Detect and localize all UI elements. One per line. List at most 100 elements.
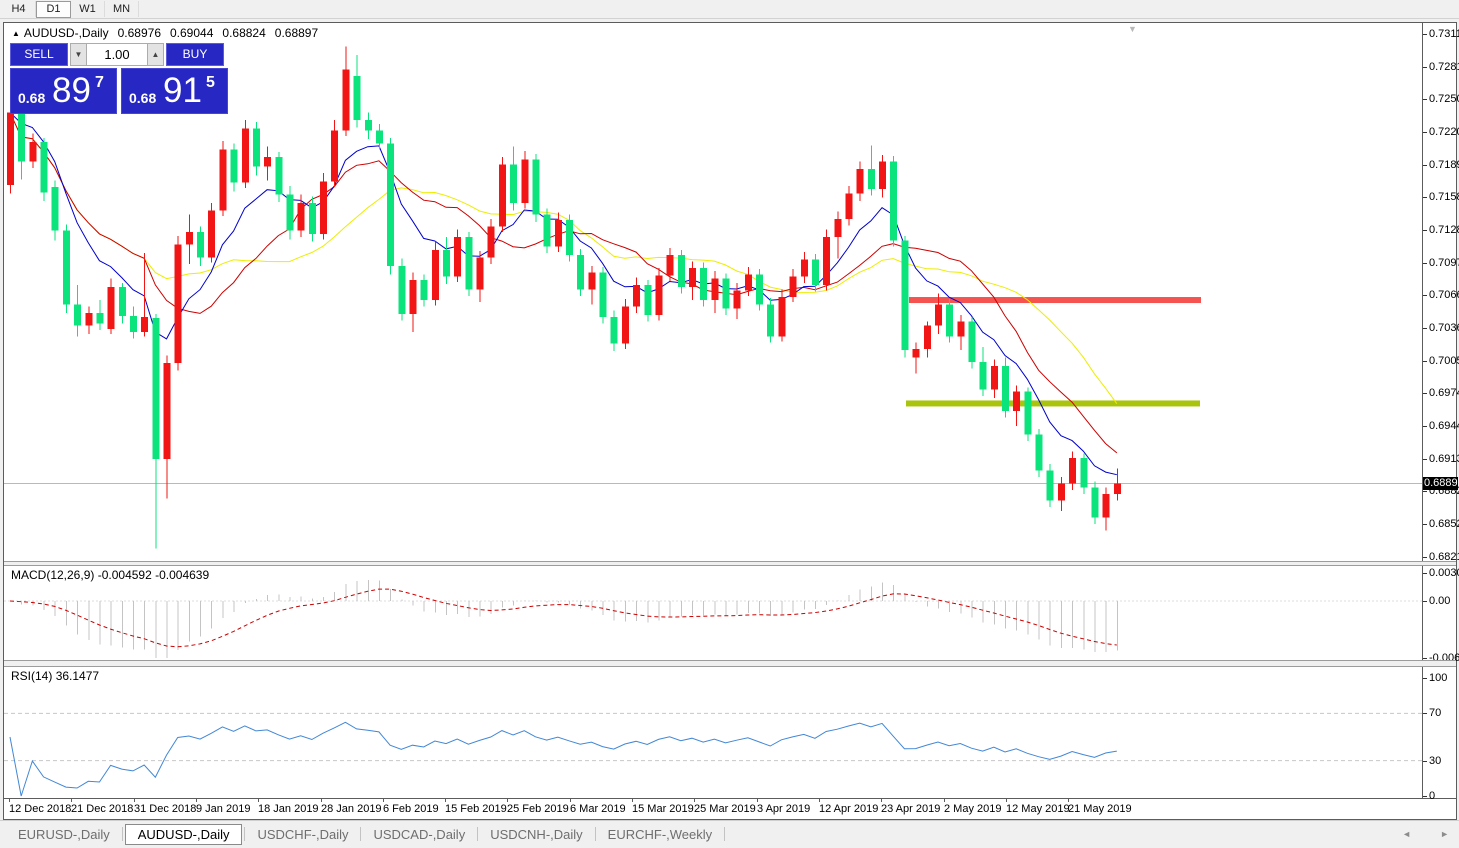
- time-tick: [134, 799, 135, 802]
- timeframe-button-mn[interactable]: MN: [105, 1, 139, 17]
- scale-label: 0.69130: [1429, 453, 1459, 465]
- scale-tick: [1423, 573, 1427, 574]
- tab-separator: [121, 827, 123, 841]
- current-price-badge: 0.68897: [1423, 477, 1459, 490]
- volume-decrease-button[interactable]: ▼: [70, 43, 87, 66]
- support-line: [906, 400, 1200, 407]
- time-label: 12 Apr 2019: [819, 803, 879, 815]
- scale-label: 0.72505: [1429, 93, 1459, 105]
- bid-price-big: 89: [52, 71, 91, 110]
- tab-separator: [724, 827, 726, 841]
- chart-tab-usdchf[interactable]: USDCHF-,Daily: [257, 826, 349, 842]
- time-label: 25 Feb 2019: [507, 803, 569, 815]
- scale-tick: [1423, 658, 1427, 659]
- macd-indicator-label: MACD(12,26,9) -0.004592 -0.004639: [11, 568, 209, 582]
- time-tick: [694, 799, 695, 802]
- scale-label: 0.00: [1429, 595, 1451, 607]
- buy-button[interactable]: BUY: [166, 43, 224, 66]
- time-label: 12 May 2019: [1006, 803, 1070, 815]
- scale-label: 0.68210: [1429, 551, 1459, 563]
- scale-tick: [1423, 295, 1427, 296]
- time-label: 28 Jan 2019: [321, 803, 382, 815]
- time-label: 3 Apr 2019: [757, 803, 811, 815]
- rsi-line: [9, 721, 1117, 797]
- ohlc-high: 0.69044: [170, 26, 214, 40]
- scale-tick: [1423, 99, 1427, 100]
- chart-tab-usdcnh[interactable]: USDCNH-,Daily: [490, 826, 583, 842]
- scale-tick: [1423, 713, 1427, 714]
- ask-price-prefix: 0.68: [129, 90, 157, 106]
- autoscroll-marker-icon[interactable]: ▼: [1128, 24, 1137, 34]
- scale-label: 70: [1429, 707, 1442, 719]
- time-label: 12 Dec 2018: [9, 803, 72, 815]
- ohlc-close: 0.68897: [274, 26, 319, 40]
- chart-tab-eurchf[interactable]: EURCHF-,Weekly: [607, 826, 713, 842]
- tab-separator: [594, 827, 596, 841]
- scale-tick: [1423, 557, 1427, 558]
- pane-splitter[interactable]: [4, 660, 1456, 667]
- symbol-title: AUDUSD-,Daily: [23, 26, 109, 40]
- one-click-trading-panel: SELL ▼ ▲ BUY 0.68 89 7 0.68 91 5: [10, 43, 232, 114]
- rsi-name: RSI(14): [11, 669, 53, 683]
- scale-label: 0.69745: [1429, 387, 1459, 399]
- time-axis[interactable]: 12 Dec 2018 21 Dec 2018 31 Dec 2018 9 Jan 2…: [4, 798, 1456, 819]
- scale-label: 30: [1429, 755, 1442, 767]
- ask-price-big: 91: [163, 71, 202, 110]
- ask-price-pip: 5: [206, 74, 215, 91]
- timeframe-button-w1[interactable]: W1: [71, 1, 105, 17]
- time-label: 9 Jan 2019: [196, 803, 251, 815]
- scale-tick: [1423, 796, 1427, 797]
- scale-tick: [1423, 678, 1427, 679]
- chart-window[interactable]: ▲ AUDUSD-,Daily 0.68976 0.69044 0.68824 0.688…: [3, 22, 1459, 820]
- time-tick: [196, 799, 197, 802]
- scale-tick: [1423, 34, 1427, 35]
- sell-button[interactable]: SELL: [10, 43, 68, 66]
- scale-tick: [1423, 361, 1427, 362]
- macd-signal-line: [9, 588, 1117, 648]
- time-tick: [570, 799, 571, 802]
- scale-label: 0.71280: [1429, 224, 1459, 236]
- chart-tab-audusd[interactable]: AUDUSD-,Daily: [124, 823, 243, 845]
- ohlc-low: 0.68824: [222, 26, 266, 40]
- scale-label: 0.69440: [1429, 420, 1459, 432]
- time-tick: [258, 799, 259, 802]
- time-tick: [507, 799, 508, 802]
- macd-pane[interactable]: [4, 566, 1422, 660]
- collapse-triangle-icon[interactable]: ▲: [12, 29, 20, 38]
- chart-tab-eurusd[interactable]: EURUSD-,Daily: [18, 826, 110, 842]
- scale-label: 0.70970: [1429, 257, 1459, 269]
- price-chart-pane[interactable]: [4, 23, 1422, 561]
- volume-increase-button[interactable]: ▲: [147, 43, 164, 66]
- tab-separator: [244, 827, 246, 841]
- scale-tick: [1423, 197, 1427, 198]
- time-label: 15 Mar 2019: [632, 803, 694, 815]
- scale-tick: [1423, 328, 1427, 329]
- tab-scroll-right-icon[interactable]: ►: [1440, 829, 1449, 839]
- scale-label: 100: [1429, 672, 1448, 684]
- scale-tick: [1423, 263, 1427, 264]
- sell-price-box[interactable]: 0.68 89 7: [10, 68, 117, 114]
- timeframe-button-h4[interactable]: H4: [2, 1, 36, 17]
- rsi-pane[interactable]: [4, 667, 1422, 798]
- price-scale-border: [1422, 23, 1423, 798]
- scale-label: 0.72200: [1429, 126, 1459, 138]
- scale-tick: [1423, 459, 1427, 460]
- volume-input[interactable]: [87, 43, 147, 66]
- tab-scroll-left-icon[interactable]: ◄: [1402, 829, 1411, 839]
- scale-label: 0.72810: [1429, 61, 1459, 73]
- ma-medium-line: [9, 112, 1118, 454]
- time-label: 15 Feb 2019: [445, 803, 507, 815]
- buy-price-box[interactable]: 0.68 91 5: [121, 68, 228, 114]
- pane-splitter[interactable]: [4, 561, 1456, 566]
- time-label: 18 Jan 2019: [258, 803, 319, 815]
- time-tick: [445, 799, 446, 802]
- timeframe-button-d1[interactable]: D1: [36, 0, 71, 18]
- scale-label: 0.70050: [1429, 355, 1459, 367]
- chart-tab-usdcad[interactable]: USDCAD-,Daily: [373, 826, 466, 842]
- time-tick: [819, 799, 820, 802]
- scale-tick: [1423, 524, 1427, 525]
- scale-label: 0.71890: [1429, 159, 1459, 171]
- chart-title: ▲ AUDUSD-,Daily 0.68976 0.69044 0.68824 0.688…: [12, 26, 318, 40]
- scale-tick: [1423, 491, 1427, 492]
- scale-label: 0.003035: [1429, 567, 1459, 579]
